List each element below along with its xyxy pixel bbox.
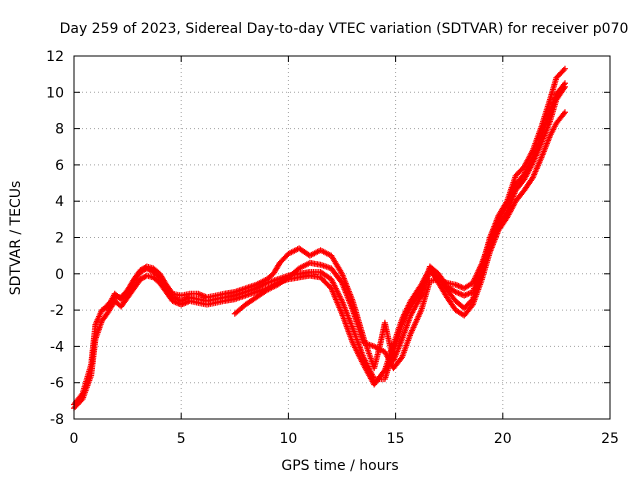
data-point [561, 80, 568, 87]
data-point [560, 110, 567, 117]
y-tick-label: 0 [55, 267, 64, 283]
y-tick-label: 6 [55, 158, 64, 174]
x-tick-label: 20 [494, 431, 512, 447]
x-tick-label: 15 [387, 431, 405, 447]
y-tick-label: -8 [50, 412, 64, 428]
data-point [561, 65, 568, 72]
y-tick-label: 10 [46, 85, 64, 101]
data-point [380, 368, 387, 375]
data-point [560, 81, 567, 88]
y-tick-label: -6 [50, 376, 64, 392]
data-point [561, 109, 568, 116]
x-tick-label: 0 [70, 431, 79, 447]
data-point [397, 355, 404, 362]
y-tick-label: -4 [50, 339, 64, 355]
series-4 [231, 80, 568, 372]
grid-lines [74, 56, 610, 419]
x-tick-label: 5 [177, 431, 186, 447]
chart-title: Day 259 of 2023, Sidereal Day-to-day VTE… [60, 21, 629, 37]
y-tick-label: 4 [55, 194, 64, 210]
y-tick-label: 12 [46, 49, 64, 65]
series-2 [71, 109, 568, 412]
data-markers [71, 65, 568, 412]
axis-ticks [73, 55, 611, 420]
x-tick-label: 10 [279, 431, 297, 447]
data-point [110, 295, 117, 302]
y-tick-label: 8 [55, 122, 64, 138]
y-axis-label: SDTVAR / TECUs [8, 181, 24, 296]
x-tick-labels: 0 5 10 15 20 25 [70, 431, 619, 447]
x-axis-label: GPS time / hours [281, 458, 398, 474]
y-tick-label: 2 [55, 231, 64, 247]
x-tick-label: 25 [601, 431, 619, 447]
data-point [560, 67, 567, 74]
y-tick-labels: -8 -6 -4 -2 0 2 4 6 8 10 12 [46, 49, 64, 428]
y-tick-label: -2 [50, 303, 64, 319]
data-point [468, 303, 475, 310]
